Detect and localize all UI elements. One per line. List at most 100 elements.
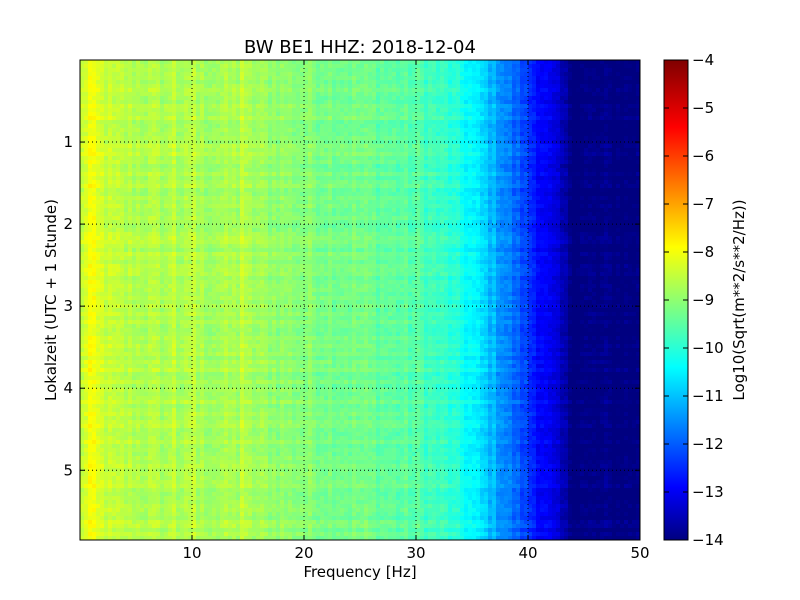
heatmap-cell (256, 160, 261, 165)
heatmap-cell (376, 108, 381, 113)
heatmap-cell (240, 116, 245, 121)
heatmap-cell (172, 96, 177, 101)
heatmap-cell (200, 92, 205, 97)
heatmap-cell (304, 200, 309, 205)
heatmap-cell (192, 172, 197, 177)
heatmap-cell (132, 152, 137, 157)
heatmap-cell (376, 132, 381, 137)
heatmap-cell (204, 88, 209, 93)
heatmap-cell (584, 176, 589, 181)
heatmap-cell (124, 116, 129, 121)
heatmap-cell (308, 64, 313, 69)
heatmap-cell (300, 116, 305, 121)
heatmap-cell (448, 192, 453, 197)
heatmap-cell (324, 116, 329, 121)
heatmap-cell (288, 64, 293, 69)
heatmap-cell (340, 108, 345, 113)
heatmap-cell (292, 108, 297, 113)
heatmap-cell (564, 116, 569, 121)
heatmap-cell (216, 184, 221, 189)
heatmap-cell (468, 132, 473, 137)
heatmap-cell (340, 92, 345, 97)
heatmap-cell (180, 168, 185, 173)
heatmap-cell (236, 60, 241, 65)
heatmap-cell (552, 196, 557, 201)
heatmap-cell (612, 124, 617, 129)
heatmap-cell (388, 108, 393, 113)
heatmap-cell (344, 80, 349, 85)
heatmap-cell (216, 88, 221, 93)
heatmap-cell (520, 140, 525, 145)
heatmap-cell (520, 96, 525, 101)
heatmap-cell (556, 188, 561, 193)
heatmap-cell (100, 140, 105, 145)
heatmap-cell (612, 172, 617, 177)
heatmap-cell (632, 76, 637, 81)
heatmap-cell (400, 96, 405, 101)
heatmap-cell (432, 100, 437, 105)
heatmap-cell (140, 64, 145, 69)
heatmap-cell (172, 196, 177, 201)
heatmap-cell (604, 184, 609, 189)
heatmap-cell (632, 100, 637, 105)
heatmap-cell (216, 196, 221, 201)
heatmap-cell (456, 160, 461, 165)
heatmap-cell (180, 80, 185, 85)
heatmap-cell (96, 196, 101, 201)
heatmap-cell (380, 136, 385, 141)
heatmap-cell (284, 92, 289, 97)
heatmap-cell (324, 172, 329, 177)
heatmap-cell (636, 192, 640, 197)
heatmap-cell (588, 112, 593, 117)
heatmap-cell (176, 184, 181, 189)
heatmap-cell (440, 160, 445, 165)
heatmap-cell (212, 160, 217, 165)
heatmap-cell (304, 100, 309, 105)
heatmap-cell (184, 64, 189, 69)
heatmap-cell (444, 176, 449, 181)
heatmap-cell (532, 64, 537, 69)
heatmap-cell (192, 112, 197, 117)
heatmap-cell (116, 192, 121, 197)
heatmap-cell (620, 180, 625, 185)
heatmap-cell (272, 84, 277, 89)
heatmap-cell (324, 104, 329, 109)
heatmap-cell (612, 68, 617, 73)
heatmap-cell (492, 164, 497, 169)
heatmap-cell (168, 148, 173, 153)
heatmap-cell (528, 96, 533, 101)
heatmap-cell (440, 136, 445, 141)
heatmap-cell (392, 60, 397, 65)
heatmap-cell (96, 60, 101, 65)
heatmap-cell (280, 164, 285, 169)
heatmap-cell (564, 152, 569, 157)
heatmap-cell (84, 144, 89, 149)
heatmap-cell (444, 136, 449, 141)
heatmap-cell (572, 124, 577, 129)
heatmap-cell (396, 192, 401, 197)
heatmap-cell (184, 80, 189, 85)
heatmap-cell (112, 112, 117, 117)
heatmap-cell (216, 80, 221, 85)
heatmap-cell (144, 88, 149, 93)
heatmap-cell (628, 184, 633, 189)
heatmap-cell (356, 184, 361, 189)
heatmap-cell (132, 112, 137, 117)
heatmap-cell (480, 80, 485, 85)
heatmap-cell (160, 140, 165, 145)
heatmap-cell (368, 140, 373, 145)
heatmap-cell (248, 72, 253, 77)
heatmap-cell (184, 180, 189, 185)
heatmap-cell (408, 144, 413, 149)
heatmap-cell (496, 116, 501, 121)
heatmap-cell (276, 152, 281, 157)
heatmap-cell (344, 72, 349, 77)
heatmap-cell (356, 112, 361, 117)
heatmap-cell (88, 88, 93, 93)
heatmap-cell (148, 148, 153, 153)
heatmap-cell (584, 144, 589, 149)
heatmap-cell (384, 104, 389, 109)
heatmap-cell (528, 124, 533, 129)
heatmap-cell (304, 88, 309, 93)
heatmap-cell (272, 172, 277, 177)
